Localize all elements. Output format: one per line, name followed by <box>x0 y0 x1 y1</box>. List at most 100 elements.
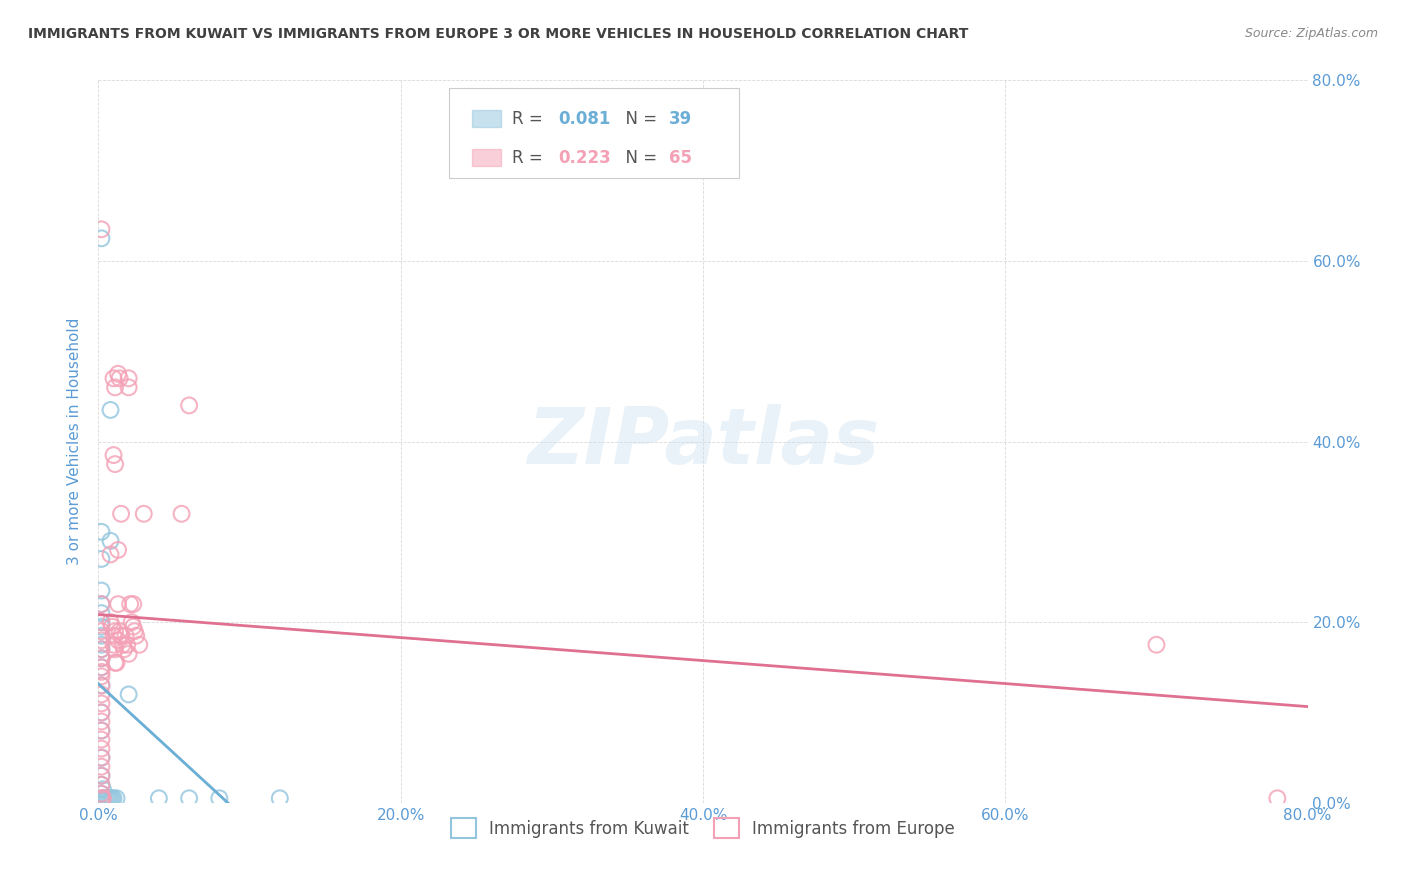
Point <box>90 769 112 783</box>
Point <box>98 791 121 805</box>
Point <box>90 660 112 674</box>
FancyBboxPatch shape <box>449 87 740 178</box>
Point <box>90 678 112 692</box>
Point <box>107 633 129 648</box>
Point <box>208 791 231 805</box>
Point <box>90 620 112 634</box>
Point <box>90 706 112 720</box>
Point <box>91 782 114 797</box>
Point <box>104 656 127 670</box>
Point <box>100 533 122 548</box>
Point <box>104 380 127 394</box>
Point <box>107 367 129 381</box>
Point <box>101 791 124 805</box>
Text: Source: ZipAtlas.com: Source: ZipAtlas.com <box>1244 27 1378 40</box>
Point <box>90 750 112 764</box>
Point <box>90 606 112 620</box>
Point <box>100 615 122 630</box>
Text: ZIPatlas: ZIPatlas <box>527 403 879 480</box>
Point <box>269 791 291 805</box>
Legend: Immigrants from Kuwait, Immigrants from Europe: Immigrants from Kuwait, Immigrants from … <box>444 812 962 845</box>
Point <box>90 222 112 236</box>
Point <box>93 791 115 805</box>
Text: 39: 39 <box>669 110 692 128</box>
Point <box>90 665 112 679</box>
Point <box>118 380 141 394</box>
Point <box>90 723 112 738</box>
Point <box>90 633 112 648</box>
Point <box>115 638 138 652</box>
FancyBboxPatch shape <box>472 110 501 128</box>
Point <box>124 624 146 639</box>
Point <box>114 629 136 643</box>
Text: 65: 65 <box>669 149 692 167</box>
Point <box>110 629 132 643</box>
Point <box>103 448 125 462</box>
Point <box>90 678 112 692</box>
Text: 0.223: 0.223 <box>558 149 610 167</box>
Text: 0.081: 0.081 <box>558 110 610 128</box>
Point <box>1144 638 1167 652</box>
Point <box>90 597 112 611</box>
Point <box>90 624 112 639</box>
Point <box>121 615 143 630</box>
Point <box>90 787 112 801</box>
Point <box>170 507 193 521</box>
Point <box>91 791 114 805</box>
Point <box>103 791 125 805</box>
Point <box>179 791 201 805</box>
Point <box>90 741 112 756</box>
Y-axis label: 3 or more Vehicles in Household: 3 or more Vehicles in Household <box>67 318 83 566</box>
Point <box>90 597 112 611</box>
Point <box>90 697 112 711</box>
Point <box>90 642 112 657</box>
Point <box>90 524 112 539</box>
Point <box>94 791 117 805</box>
Point <box>90 231 112 245</box>
Point <box>90 660 112 674</box>
Point <box>103 371 125 385</box>
Point <box>90 552 112 566</box>
Point <box>90 778 112 792</box>
Point <box>90 750 112 764</box>
Point <box>100 548 122 562</box>
Point <box>105 656 128 670</box>
Point <box>90 638 112 652</box>
Point <box>90 778 112 792</box>
Point <box>118 647 141 661</box>
Point <box>179 398 201 412</box>
Point <box>100 403 122 417</box>
Text: IMMIGRANTS FROM KUWAIT VS IMMIGRANTS FROM EUROPE 3 OR MORE VEHICLES IN HOUSEHOLD: IMMIGRANTS FROM KUWAIT VS IMMIGRANTS FRO… <box>28 27 969 41</box>
FancyBboxPatch shape <box>472 149 501 166</box>
Point <box>90 629 112 643</box>
Point <box>132 507 155 521</box>
Point <box>111 638 134 652</box>
Point <box>96 791 118 805</box>
Point <box>90 642 112 657</box>
Point <box>90 615 112 630</box>
Point <box>104 624 127 639</box>
Point <box>90 714 112 729</box>
Point <box>110 507 132 521</box>
Point <box>90 723 112 738</box>
Point <box>90 769 112 783</box>
Point <box>90 791 112 805</box>
Text: R =: R = <box>512 110 548 128</box>
Point <box>108 624 131 639</box>
Point <box>90 732 112 747</box>
Point <box>128 638 150 652</box>
Point <box>103 629 125 643</box>
Point <box>90 760 112 774</box>
Point <box>118 687 141 701</box>
Point <box>120 597 142 611</box>
Point <box>101 620 124 634</box>
Text: N =: N = <box>614 110 662 128</box>
Point <box>90 651 112 665</box>
Point <box>125 629 148 643</box>
Point <box>90 583 112 598</box>
Point <box>112 642 135 657</box>
Point <box>100 791 122 805</box>
Point <box>107 542 129 557</box>
Point <box>122 620 145 634</box>
Point <box>122 597 145 611</box>
